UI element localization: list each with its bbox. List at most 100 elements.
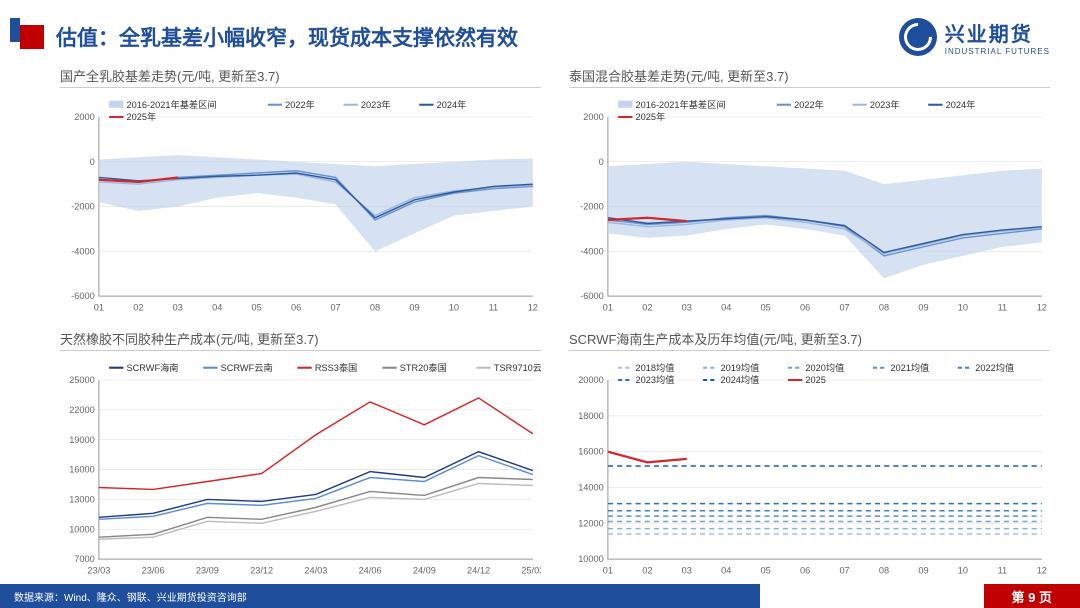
- charts-grid: 国产全乳胶基差走势(元/吨, 更新至3.7)-6000-4000-2000020…: [0, 66, 1080, 566]
- svg-text:-6000: -6000: [580, 291, 604, 301]
- svg-text:2024均值: 2024均值: [720, 374, 759, 385]
- svg-text:12000: 12000: [578, 518, 604, 528]
- chart-panel-2: 天然橡胶不同胶种生产成本(元/吨, 更新至3.7)700010000130001…: [60, 329, 541, 580]
- svg-text:2016-2021年基差区间: 2016-2021年基差区间: [636, 99, 726, 110]
- logo-cn-text: 兴业期货: [945, 18, 1050, 47]
- chart-title: 天然橡胶不同胶种生产成本(元/吨, 更新至3.7): [60, 329, 541, 351]
- chart-body: -6000-4000-20000200001020304050607080910…: [60, 92, 541, 317]
- chart-svg: 1000012000140001600018000200000102030405…: [569, 355, 1050, 580]
- svg-text:12: 12: [1037, 302, 1047, 312]
- chart-title: SCRWF海南生产成本及历年均值(元/吨, 更新至3.7): [569, 329, 1050, 351]
- svg-text:02: 02: [642, 565, 652, 575]
- svg-text:-2000: -2000: [580, 202, 604, 212]
- svg-text:2016-2021年基差区间: 2016-2021年基差区间: [127, 99, 217, 110]
- svg-text:2000: 2000: [74, 112, 94, 122]
- svg-text:03: 03: [682, 302, 692, 312]
- svg-text:23/06: 23/06: [142, 565, 165, 575]
- chart-body: 700010000130001600019000220002500023/032…: [60, 355, 541, 580]
- svg-text:04: 04: [212, 302, 222, 312]
- svg-text:RSS3泰国: RSS3泰国: [315, 362, 357, 373]
- page-header: 估值：全乳基差小幅收窄，现货成本支撑依然有效 兴业期货 INDUSTRIAL F…: [0, 0, 1080, 66]
- chart-body: 1000012000140001600018000200000102030405…: [569, 355, 1050, 580]
- svg-text:TSR9710云南: TSR9710云南: [494, 362, 541, 373]
- svg-text:24/09: 24/09: [413, 565, 436, 575]
- brand-logo: 兴业期货 INDUSTRIAL FUTURES: [899, 18, 1050, 56]
- svg-text:13000: 13000: [69, 495, 95, 505]
- svg-text:20000: 20000: [578, 375, 604, 385]
- svg-text:01: 01: [603, 565, 613, 575]
- accent-blue-block: [10, 18, 20, 42]
- svg-text:24/12: 24/12: [467, 565, 490, 575]
- svg-text:2022年: 2022年: [794, 99, 824, 110]
- svg-text:06: 06: [800, 302, 810, 312]
- svg-text:06: 06: [800, 565, 810, 575]
- svg-text:03: 03: [173, 302, 183, 312]
- page-title: 估值：全乳基差小幅收窄，现货成本支撑依然有效: [56, 22, 899, 52]
- svg-text:16000: 16000: [69, 465, 95, 475]
- footer-page-number: 第 9 页: [984, 584, 1080, 608]
- svg-text:2024年: 2024年: [946, 99, 976, 110]
- svg-text:05: 05: [761, 302, 771, 312]
- logo-en-text: INDUSTRIAL FUTURES: [945, 47, 1050, 56]
- svg-text:01: 01: [94, 302, 104, 312]
- svg-text:08: 08: [370, 302, 380, 312]
- footer-source: 数据来源：Wind、隆众、钢联、兴业期货投资咨询部: [0, 584, 760, 608]
- svg-text:22000: 22000: [69, 405, 95, 415]
- svg-text:2025: 2025: [805, 375, 825, 385]
- chart-svg: -6000-4000-20000200001020304050607080910…: [569, 92, 1050, 317]
- svg-text:-6000: -6000: [71, 291, 95, 301]
- svg-text:07: 07: [839, 302, 849, 312]
- svg-text:2025年: 2025年: [127, 111, 157, 122]
- chart-title: 泰国混合胶基差走势(元/吨, 更新至3.7): [569, 66, 1050, 88]
- svg-text:-2000: -2000: [71, 202, 95, 212]
- svg-text:-4000: -4000: [580, 246, 604, 256]
- chart-panel-3: SCRWF海南生产成本及历年均值(元/吨, 更新至3.7)10000120001…: [569, 329, 1050, 580]
- svg-text:24/03: 24/03: [304, 565, 327, 575]
- chart-svg: -6000-4000-20000200001020304050607080910…: [60, 92, 541, 317]
- svg-text:2024年: 2024年: [437, 99, 467, 110]
- svg-text:18000: 18000: [578, 411, 604, 421]
- svg-text:06: 06: [291, 302, 301, 312]
- svg-text:-4000: -4000: [71, 246, 95, 256]
- accent-red-block: [20, 25, 44, 49]
- svg-text:25000: 25000: [69, 375, 95, 385]
- svg-text:25/03: 25/03: [521, 565, 541, 575]
- svg-text:23/12: 23/12: [250, 565, 273, 575]
- chart-title: 国产全乳胶基差走势(元/吨, 更新至3.7): [60, 66, 541, 88]
- svg-text:04: 04: [721, 565, 731, 575]
- svg-text:16000: 16000: [578, 447, 604, 457]
- svg-text:2022年: 2022年: [285, 99, 315, 110]
- logo-badge-icon: [899, 18, 937, 56]
- svg-text:2023年: 2023年: [361, 99, 391, 110]
- svg-text:23/03: 23/03: [87, 565, 110, 575]
- svg-text:SCRWF云南: SCRWF云南: [221, 362, 273, 373]
- svg-text:07: 07: [330, 302, 340, 312]
- svg-text:12: 12: [528, 302, 538, 312]
- svg-text:2021均值: 2021均值: [890, 362, 929, 373]
- svg-text:2020均值: 2020均值: [805, 362, 844, 373]
- svg-text:10000: 10000: [69, 524, 95, 534]
- chart-panel-1: 泰国混合胶基差走势(元/吨, 更新至3.7) -6000 -4000 -2000 02 0…: [569, 66, 1050, 317]
- svg-text:11: 11: [998, 565, 1008, 575]
- svg-text:12: 12: [1037, 565, 1047, 575]
- svg-text:STR20泰国: STR20泰国: [400, 362, 447, 373]
- chart-panel-0: 国产全乳胶基差走势(元/吨, 更新至3.7) -6000 -4000 -2000 0 20…: [60, 66, 541, 317]
- svg-text:2018均值: 2018均值: [636, 362, 675, 373]
- chart-body: -6000-4000-20000200001020304050607080910…: [569, 92, 1050, 317]
- svg-text:03: 03: [682, 565, 692, 575]
- footer-bar: 数据来源：Wind、隆众、钢联、兴业期货投资咨询部 第 9 页: [0, 584, 1080, 608]
- svg-text:01: 01: [603, 302, 613, 312]
- svg-text:07: 07: [839, 565, 849, 575]
- svg-text:09: 09: [918, 565, 928, 575]
- svg-text:2025年: 2025年: [636, 111, 666, 122]
- svg-text:24/06: 24/06: [359, 565, 382, 575]
- svg-text:11: 11: [489, 302, 499, 312]
- svg-text:0: 0: [90, 157, 95, 167]
- svg-text:04: 04: [721, 302, 731, 312]
- svg-text:08: 08: [879, 302, 889, 312]
- svg-text:05: 05: [761, 565, 771, 575]
- svg-text:2023均值: 2023均值: [636, 374, 675, 385]
- svg-text:02: 02: [642, 302, 652, 312]
- svg-text:19000: 19000: [69, 435, 95, 445]
- chart-svg: 700010000130001600019000220002500023/032…: [60, 355, 541, 580]
